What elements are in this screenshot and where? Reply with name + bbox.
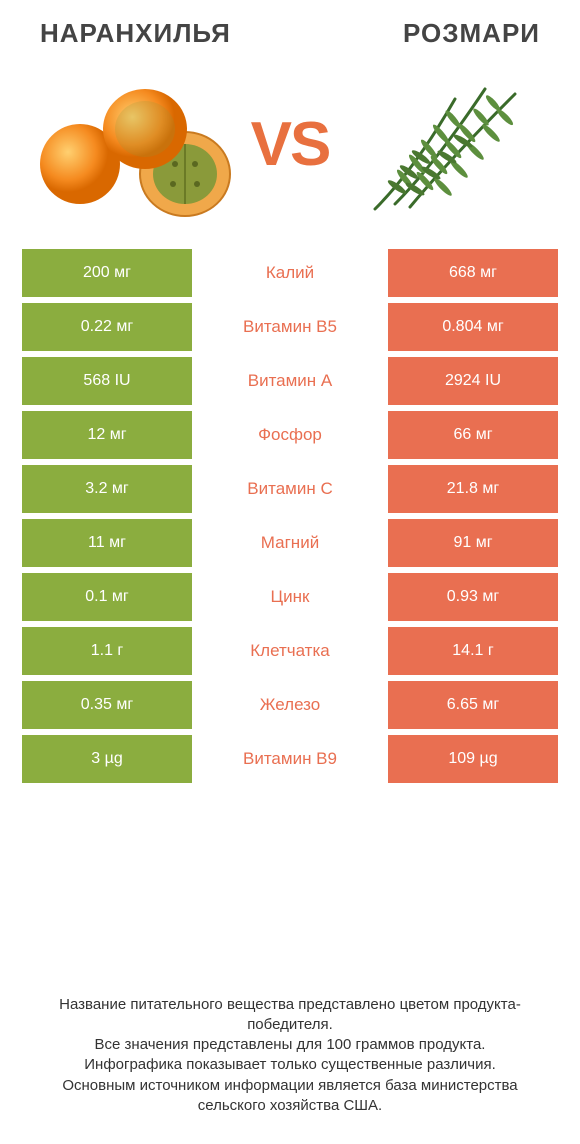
right-image	[339, 69, 550, 219]
right-value: 2924 IU	[388, 357, 558, 405]
table-row: 12 мгФосфор66 мг	[22, 411, 558, 459]
right-value: 6.65 мг	[388, 681, 558, 729]
right-value: 109 µg	[388, 735, 558, 783]
left-value: 11 мг	[22, 519, 192, 567]
table-row: 0.35 мгЖелезо6.65 мг	[22, 681, 558, 729]
nutrient-label: Витамин B5	[192, 303, 388, 351]
right-value: 21.8 мг	[388, 465, 558, 513]
table-row: 11 мгМагний91 мг	[22, 519, 558, 567]
footer-line: Название питательного вещества представл…	[28, 995, 552, 1036]
left-value: 3.2 мг	[22, 465, 192, 513]
left-title: НАРАНХИЛЬЯ	[40, 18, 231, 49]
left-value: 0.1 мг	[22, 573, 192, 621]
nutrient-label: Железо	[192, 681, 388, 729]
right-value: 0.804 мг	[388, 303, 558, 351]
right-value: 14.1 г	[388, 627, 558, 675]
left-value: 12 мг	[22, 411, 192, 459]
left-value: 0.35 мг	[22, 681, 192, 729]
nutrient-label: Калий	[192, 249, 388, 297]
left-value: 200 мг	[22, 249, 192, 297]
vs-label: VS	[251, 109, 330, 180]
right-value: 91 мг	[388, 519, 558, 567]
table-row: 1.1 гКлетчатка14.1 г	[22, 627, 558, 675]
left-image	[30, 69, 241, 219]
left-value: 3 µg	[22, 735, 192, 783]
footer-line: Все значения представлены для 100 граммо…	[28, 1035, 552, 1055]
rosemary-icon	[355, 69, 535, 219]
left-value: 1.1 г	[22, 627, 192, 675]
footer-line: Основным источником информации является …	[28, 1076, 552, 1117]
nutrient-label: Витамин A	[192, 357, 388, 405]
nutrient-label: Клетчатка	[192, 627, 388, 675]
table-row: 568 IUВитамин A2924 IU	[22, 357, 558, 405]
comparison-table: 200 мгКалий668 мг 0.22 мгВитамин B50.804 …	[0, 239, 580, 977]
header: НАРАНХИЛЬЯ РОЗМАРИ	[0, 0, 580, 59]
vs-row: VS	[0, 59, 580, 239]
right-value: 66 мг	[388, 411, 558, 459]
left-value: 0.22 мг	[22, 303, 192, 351]
right-value: 668 мг	[388, 249, 558, 297]
naranjilla-icon	[35, 69, 235, 219]
table-row: 0.1 мгЦинк0.93 мг	[22, 573, 558, 621]
table-row: 200 мгКалий668 мг	[22, 249, 558, 297]
footer-line: Инфографика показывает только существенн…	[28, 1055, 552, 1075]
nutrient-label: Витамин B9	[192, 735, 388, 783]
nutrient-label: Цинк	[192, 573, 388, 621]
nutrient-label: Витамин C	[192, 465, 388, 513]
table-row: 3 µgВитамин B9109 µg	[22, 735, 558, 783]
table-row: 3.2 мгВитамин C21.8 мг	[22, 465, 558, 513]
footer-note: Название питательного вещества представл…	[0, 977, 580, 1144]
table-row: 0.22 мгВитамин B50.804 мг	[22, 303, 558, 351]
right-title: РОЗМАРИ	[403, 18, 540, 49]
nutrient-label: Магний	[192, 519, 388, 567]
nutrient-label: Фосфор	[192, 411, 388, 459]
left-value: 568 IU	[22, 357, 192, 405]
right-value: 0.93 мг	[388, 573, 558, 621]
